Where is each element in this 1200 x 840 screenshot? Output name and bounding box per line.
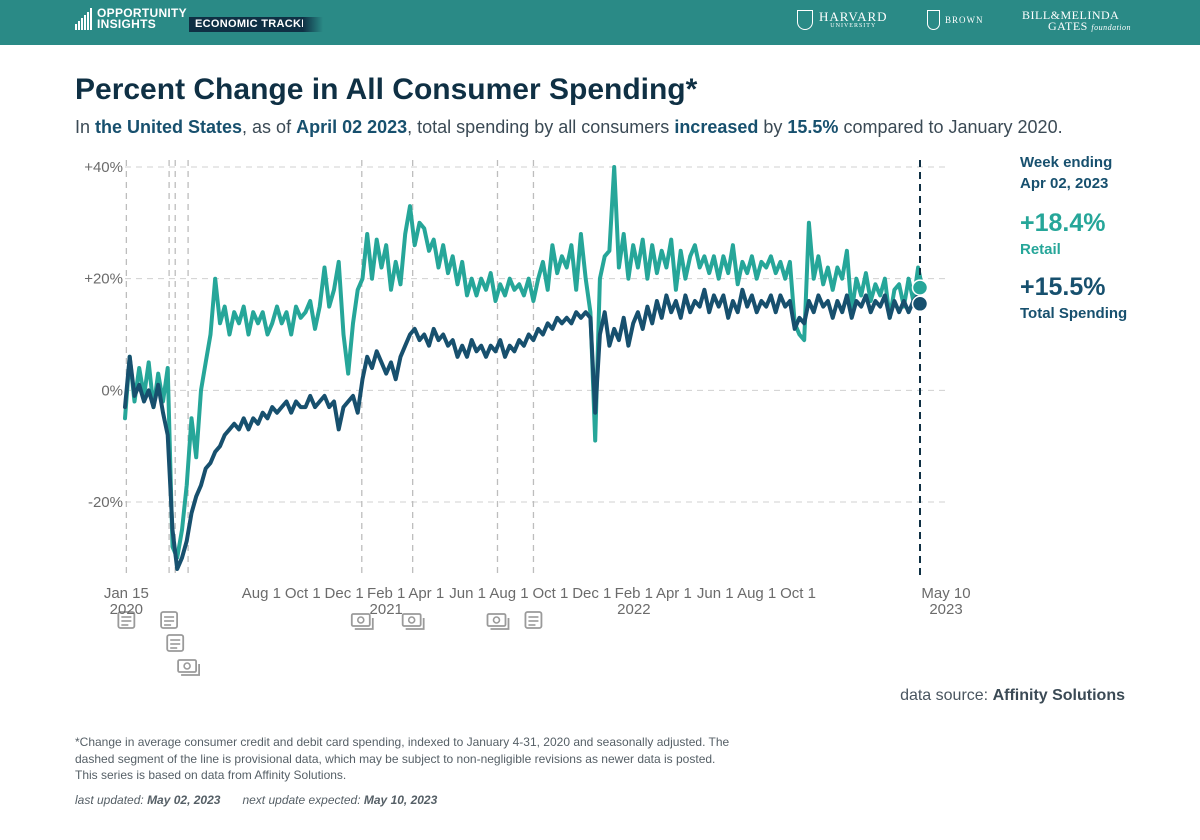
subtitle-mid-3: by [758, 117, 788, 137]
x-tick-label: Oct 1 [285, 585, 321, 602]
last-updated-label: last updated: [75, 793, 148, 807]
document-icon[interactable] [160, 611, 179, 629]
x-tick-label: Feb 1 [615, 585, 653, 602]
y-tick-label: 0% [101, 382, 123, 399]
harvard-shield-icon [797, 10, 813, 30]
data-source-label: data source: [900, 687, 993, 704]
document-icon[interactable] [524, 611, 543, 629]
economic-tracker-tag[interactable]: ECONOMIC TRACKER [189, 17, 324, 32]
subtitle-date: April 02 2023 [296, 117, 408, 137]
x-tick-year-label: 2022 [617, 601, 650, 618]
chart-subtitle: In the United States, as of April 02 202… [75, 117, 1063, 138]
x-tick-label: May 10 [921, 585, 970, 602]
harvard-subname: UNIVERSITY [830, 23, 877, 29]
total-spending-end-dot[interactable] [911, 295, 929, 313]
y-tick-label: -20% [88, 494, 123, 511]
x-tick-label: Apr 1 [656, 585, 692, 602]
brown-shield-icon [927, 10, 940, 30]
money-icon[interactable] [177, 659, 200, 676]
gates-line-2: GATES [1048, 19, 1088, 33]
x-tick-label: Dec 1 [572, 585, 611, 602]
x-tick-label: Aug 1 [737, 585, 776, 602]
subtitle-mid-1: , as of [242, 117, 297, 137]
week-ending-line-1: Week ending [1020, 154, 1113, 171]
money-icon[interactable] [401, 613, 425, 630]
tracker-tag-fade [303, 17, 323, 32]
week-ending-line-2: Apr 02, 2023 [1020, 175, 1109, 192]
brown-name: BROWN [945, 15, 984, 25]
retail-end-dot[interactable] [911, 279, 929, 296]
data-source-link[interactable]: Affinity Solutions [992, 687, 1125, 704]
money-icon[interactable] [486, 613, 510, 630]
current-week-layer [911, 160, 929, 578]
x-tick-label: Oct 1 [780, 585, 816, 602]
retail-line[interactable] [123, 165, 925, 560]
last-updated-date: May 02, 2023 [147, 793, 221, 807]
footnote: *Change in average consumer credit and d… [75, 735, 730, 782]
opportunity-insights-logo[interactable]: OPPORTUNITY INSIGHTS [75, 6, 187, 31]
subtitle-direction: increased [674, 117, 759, 137]
subtitle-region[interactable]: the United States [95, 117, 243, 137]
x-tick-label: Jun 1 [697, 585, 734, 602]
subtitle-prefix: In [75, 117, 96, 137]
logo-line-1: OPPORTUNITY [97, 6, 187, 20]
y-tick-label: +20% [84, 271, 123, 288]
next-update-label: next update expected: [242, 793, 364, 807]
document-icon[interactable] [166, 634, 185, 652]
next-update-date: May 10, 2023 [363, 793, 438, 807]
x-tick-label: Aug 1 [242, 585, 281, 602]
retail-legend-label[interactable]: Retail [1020, 241, 1061, 258]
total-spending-legend-label[interactable]: Total Spending [1020, 305, 1128, 322]
chart-title: Percent Change in All Consumer Spending* [75, 73, 698, 106]
x-tick-label: Feb 1 [367, 585, 405, 602]
subtitle-suffix: compared to January 2020. [838, 117, 1063, 137]
gates-foundation-word: foundation [1091, 23, 1132, 32]
retail-value: +18.4% [1020, 209, 1106, 237]
gates-line-1: BILL&MELINDA [1022, 8, 1120, 22]
x-tick-label: Jan 15 [104, 585, 149, 602]
gates-foundation-logo[interactable]: BILL&MELINDA GATES foundation [1022, 8, 1132, 33]
x-tick-year-label: 2023 [929, 601, 962, 618]
total-spending-line[interactable] [123, 287, 925, 571]
x-tick-label: Aug 1 [489, 585, 528, 602]
y-tick-label: +40% [84, 159, 123, 176]
total-spending-value: +15.5% [1020, 273, 1106, 301]
logo-line-2: INSIGHTS [97, 17, 157, 31]
header-bar: OPPORTUNITY INSIGHTS ECONOMIC TRACKER HA… [0, 0, 1200, 45]
x-tick-year-label: 2020 [110, 601, 143, 618]
update-info: last updated: May 02, 2023 next update ex… [75, 793, 437, 807]
series-layer [123, 165, 925, 571]
x-tick-label: Jun 1 [449, 585, 486, 602]
subtitle-value: 15.5% [787, 117, 839, 137]
harvard-name: HARVARD [819, 9, 888, 24]
x-tick-label: Dec 1 [325, 585, 364, 602]
logo-bars-icon [75, 8, 92, 30]
grid-layer [125, 166, 948, 503]
x-tick-label: Apr 1 [408, 585, 444, 602]
x-tick-label: Oct 1 [532, 585, 568, 602]
subtitle-mid-2: , total spending by all consumers [407, 117, 675, 137]
data-source: data source: Affinity Solutions [900, 687, 1125, 705]
week-ending-label: Week ending Apr 02, 2023 [1020, 152, 1112, 194]
brown-logo[interactable]: BROWN [927, 10, 984, 30]
x-tick-year-label: 2021 [370, 601, 403, 618]
harvard-logo[interactable]: HARVARD UNIVERSITY [797, 10, 888, 30]
